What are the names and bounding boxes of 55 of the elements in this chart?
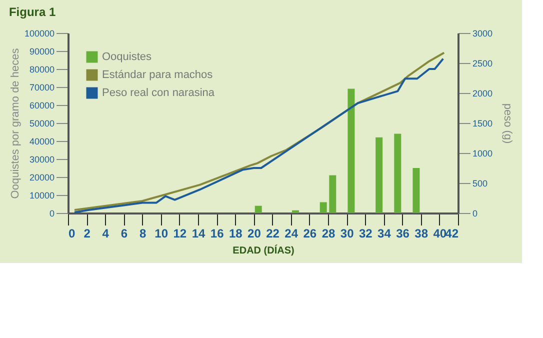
y2-tick-label: 1500 xyxy=(472,118,493,128)
x-tick-label: 42 xyxy=(445,226,459,240)
y-tick-label: 80000 xyxy=(29,64,54,74)
x-tick-label: 40 xyxy=(433,226,447,240)
legend-label: Estándar para machos xyxy=(102,69,214,81)
x-tick-label: 22 xyxy=(266,226,280,240)
bar xyxy=(329,175,336,213)
x-tick-label: 14 xyxy=(192,226,206,240)
x-tick-label: 18 xyxy=(228,226,243,240)
chart-title: Figura 1 xyxy=(8,5,56,19)
y2-tick-label: 0 xyxy=(472,208,478,218)
x-axis-title: EDAD (DÍAS) xyxy=(232,244,294,256)
y-tick-label: 40000 xyxy=(29,136,54,146)
y-tick-label: 70000 xyxy=(29,82,54,92)
x-tick-label: 6 xyxy=(120,226,128,240)
y-tick-label: 20000 xyxy=(29,172,54,182)
legend-label: Peso real con narasina xyxy=(102,87,216,99)
x-tick-label: 30 xyxy=(340,226,354,240)
x-tick-label: 2 xyxy=(84,226,91,240)
y-tick-label: 30000 xyxy=(29,154,54,164)
y-tick-label: 0 xyxy=(49,208,54,218)
bar xyxy=(320,202,327,213)
y-axis-title: Ooquistes por gramo de heces xyxy=(9,48,22,199)
y2-tick-label: 500 xyxy=(472,178,488,188)
bar xyxy=(348,88,355,213)
bar xyxy=(394,134,402,213)
y-tick-label: 100000 xyxy=(24,28,54,38)
x-tick-label: 36 xyxy=(396,226,410,240)
x-tick-label: 0 xyxy=(68,226,76,240)
x-tick-label: 4 xyxy=(102,226,110,240)
bar xyxy=(412,168,420,213)
y-tick-label: 90000 xyxy=(29,46,54,56)
y2-tick-label: 2000 xyxy=(472,88,493,98)
x-tick-label: 26 xyxy=(303,226,317,240)
y-tick-label: 50000 xyxy=(29,118,54,128)
y2-tick-label: 2500 xyxy=(472,58,493,68)
x-tick-label: 8 xyxy=(139,226,146,240)
bar xyxy=(254,206,262,213)
x-tick-label: 24 xyxy=(284,226,298,240)
bar xyxy=(376,137,383,213)
bar xyxy=(292,210,299,213)
y2-tick-label: 1000 xyxy=(472,148,493,158)
x-tick-label: 28 xyxy=(322,226,336,240)
y-tick-label: 60000 xyxy=(29,100,54,110)
x-tick-label: 10 xyxy=(154,226,168,240)
legend-label: Ooquistes xyxy=(102,51,152,63)
x-tick-label: 34 xyxy=(378,226,392,240)
x-tick-label: 38 xyxy=(414,226,428,240)
y2-tick-label: 3000 xyxy=(472,28,493,38)
x-tick-label: 32 xyxy=(358,226,373,240)
y2-axis-title: peso (g) xyxy=(502,103,514,144)
x-tick-label: 20 xyxy=(248,226,262,240)
x-tick-label: 16 xyxy=(210,226,224,240)
y-tick-label: 10000 xyxy=(29,190,54,200)
x-tick-label: 12 xyxy=(173,226,187,240)
